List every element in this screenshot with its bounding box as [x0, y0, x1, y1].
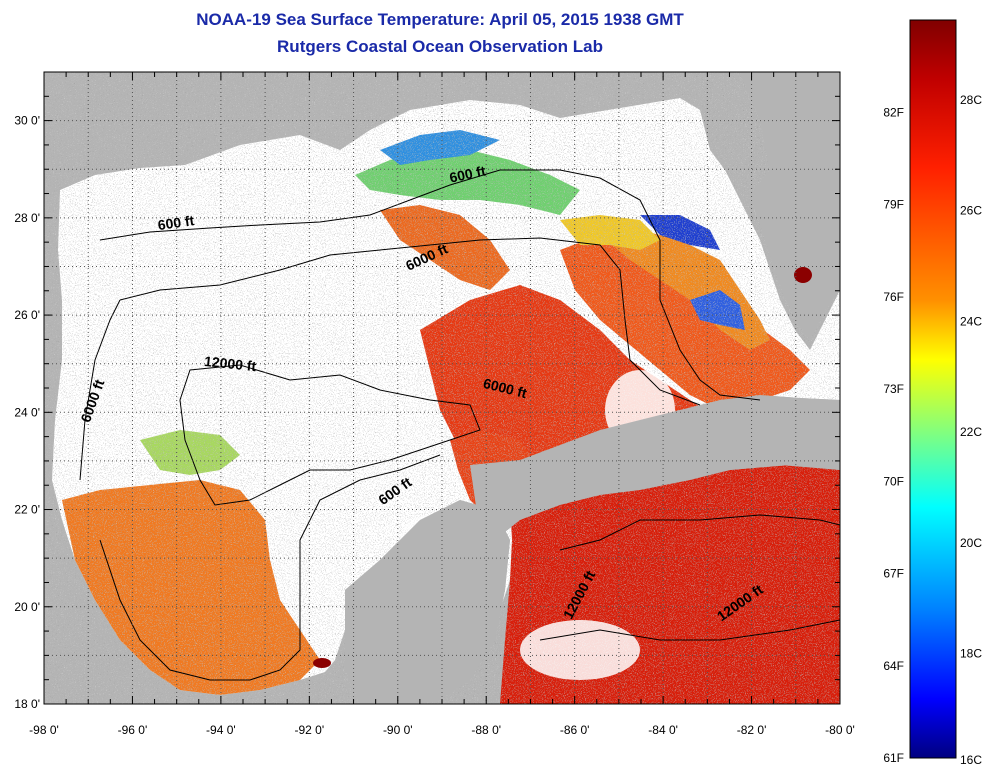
longitude-labels: -98 0' -96 0' -94 0' -92 0' -90 0' -88 0' -86 … [29, 723, 855, 737]
colorbar-celsius-label: 26C [960, 204, 982, 218]
contour-label: 600 ft [448, 162, 487, 185]
colorbar-celsius-label: 20C [960, 536, 982, 550]
latitude-label: 28 0' [14, 211, 40, 225]
colorbar-fahrenheit-label: 82F [883, 105, 904, 119]
colorbar-celsius-label: 24C [960, 314, 982, 328]
colorbar-fahrenheit-labels: 82F 79F 76F 73F 70F 67F 64F 61F [883, 105, 904, 765]
longitude-label: -84 0' [648, 723, 678, 737]
contour-6000ft [119, 237, 701, 406]
contour-caribbean [559, 514, 840, 551]
colorbar-celsius-label: 22C [960, 425, 982, 439]
latitude-label: 22 0' [14, 503, 40, 517]
map-title: NOAA-19 Sea Surface Temperature: April 0… [196, 10, 684, 29]
colorbar-fahrenheit-label: 61F [883, 751, 904, 765]
colorbar [909, 19, 957, 759]
longitude-label: -94 0' [206, 723, 236, 737]
longitude-label: -96 0' [118, 723, 148, 737]
cloud-patch [520, 620, 640, 680]
colorbar-fahrenheit-label: 79F [883, 198, 904, 212]
latitude-labels: 18 0' 20 0' 22 0' 24 0' 26 0' 28 0' 30 0' [14, 114, 40, 711]
axis-ticks [43, 71, 841, 705]
contour-600ft-south [99, 454, 441, 681]
colorbar-fahrenheit-label: 64F [883, 659, 904, 673]
longitude-label: -92 0' [295, 723, 325, 737]
longitude-label: -80 0' [825, 723, 855, 737]
contour-600ft [99, 169, 761, 401]
longitude-label: -90 0' [383, 723, 413, 737]
contour-12000ft [179, 364, 481, 506]
colorbar-celsius-label: 16C [960, 753, 982, 767]
longitude-label: -98 0' [29, 723, 59, 737]
bathymetry-contours [79, 169, 840, 681]
contour-6000ft-west [79, 299, 121, 481]
longitude-label: -88 0' [471, 723, 501, 737]
colorbar-fahrenheit-label: 70F [883, 474, 904, 488]
latitude-label: 30 0' [14, 114, 40, 128]
latitude-label: 26 0' [14, 308, 40, 322]
terminos-lagoon [313, 658, 331, 668]
colorbar-celsius-labels: 28C 26C 24C 22C 20C 18C 16C [960, 93, 982, 767]
longitude-label: -86 0' [560, 723, 590, 737]
contour-label: 12000 ft [203, 353, 257, 374]
contour-caribbean-2 [539, 619, 840, 641]
longitude-label: -82 0' [737, 723, 767, 737]
graticule [44, 72, 840, 704]
colorbar-fahrenheit-label: 76F [883, 290, 904, 304]
latitude-label: 18 0' [14, 697, 40, 711]
map-subtitle: Rutgers Coastal Ocean Observation Lab [277, 37, 603, 56]
latitude-label: 20 0' [14, 600, 40, 614]
colorbar-celsius-label: 18C [960, 646, 982, 660]
colorbar-fahrenheit-label: 67F [883, 567, 904, 581]
colorbar-celsius-label: 28C [960, 93, 982, 107]
lake-okeechobee [794, 267, 812, 283]
latitude-label: 24 0' [14, 405, 40, 419]
colorbar-fahrenheit-label: 73F [883, 382, 904, 396]
contour-label: 600 ft [157, 212, 196, 233]
